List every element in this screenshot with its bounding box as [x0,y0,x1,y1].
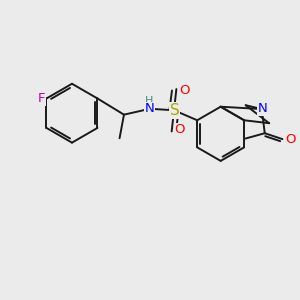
Text: F: F [38,92,45,105]
Text: O: O [175,124,185,136]
Text: N: N [145,102,155,115]
Text: S: S [170,103,179,118]
Text: O: O [285,133,296,146]
Text: N: N [257,102,267,115]
Text: H: H [145,95,154,106]
Text: O: O [179,84,190,97]
